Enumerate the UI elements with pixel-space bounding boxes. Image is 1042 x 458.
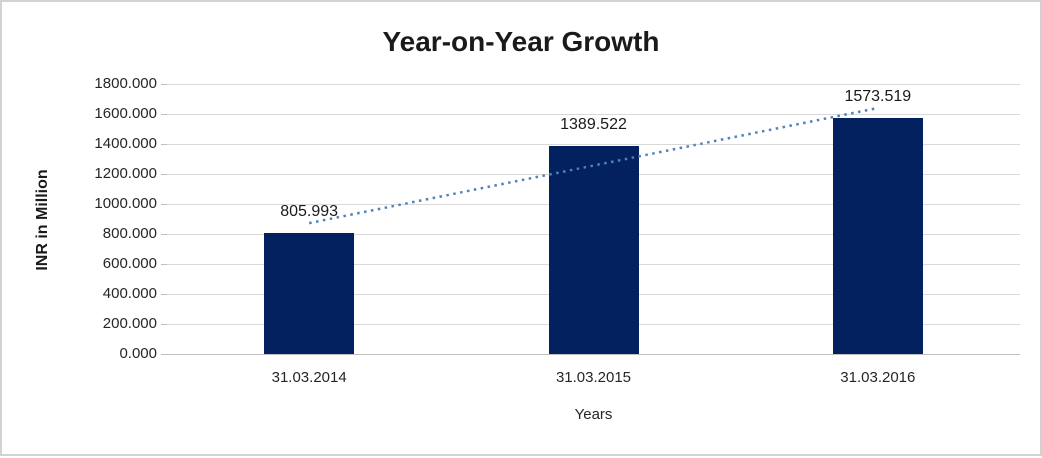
y-tick-label: 400.000 (102, 285, 157, 302)
y-tick-mark (161, 174, 167, 175)
y-tick-mark (161, 324, 167, 325)
y-tick-mark (161, 264, 167, 265)
y-tick-mark (161, 294, 167, 295)
chart-title: Year-on-Year Growth (382, 26, 660, 57)
bar-value-label: 1573.519 (844, 87, 912, 105)
y-tick-label: 200.000 (102, 315, 157, 332)
y-tick-label: 1400.000 (94, 135, 157, 152)
x-tick-label: 31.03.2015 (555, 369, 632, 386)
gridline (167, 354, 1020, 355)
x-tick-label: 31.03.2014 (271, 369, 347, 386)
bar-value-label: 1389.522 (560, 115, 627, 133)
x-axis-title: Years (574, 406, 613, 423)
y-tick-mark (161, 204, 167, 205)
y-tick-mark (161, 354, 167, 355)
y-tick-label: 1600.000 (94, 105, 157, 122)
gridline (167, 84, 1020, 85)
bar (264, 233, 355, 354)
bar (548, 145, 639, 354)
y-tick-label: 1800.000 (94, 75, 157, 92)
bar (832, 117, 923, 354)
y-tick-label: 600.000 (102, 255, 157, 272)
bar-value-label: 805.993 (280, 203, 339, 221)
y-tick-label: 800.000 (102, 225, 157, 242)
x-tick-label: 31.03.2016 (840, 369, 916, 386)
y-tick-label: 0.000 (119, 345, 157, 362)
y-tick-label: 1200.000 (94, 165, 157, 182)
y-tick-mark (161, 234, 167, 235)
y-tick-mark (161, 114, 167, 115)
y-tick-mark (161, 84, 167, 85)
y-tick-mark (161, 144, 167, 145)
y-tick-label: 1000.000 (94, 195, 157, 212)
